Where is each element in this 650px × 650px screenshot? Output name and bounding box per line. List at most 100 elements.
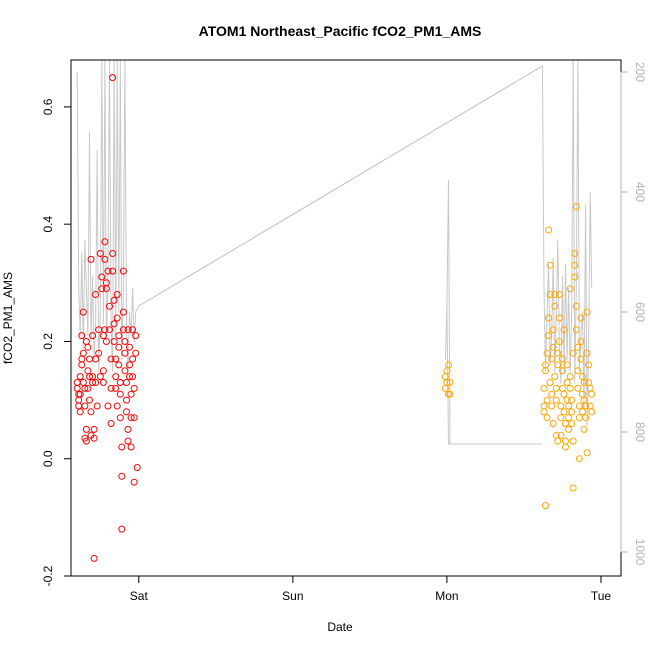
data-point-orange [545,314,553,322]
data-point-orange [546,261,554,269]
data-point-orange [446,379,454,386]
data-point-orange [563,379,571,386]
x-tick-label: Sun [282,589,303,603]
y2-tick-label: 400 [633,182,647,202]
data-point-orange [583,308,591,316]
data-point-orange [443,379,451,386]
data-point-red [99,332,107,340]
data-point-red [115,361,123,369]
data-point-orange [562,443,569,451]
data-point-red [126,343,133,351]
data-point-orange [574,367,582,375]
data-point-orange [575,414,583,422]
data-point-orange [568,420,576,427]
data-point-red [96,373,104,381]
data-point-red [116,379,124,386]
data-point-orange [552,384,560,392]
data-point-red [78,361,86,369]
data-point-red [124,437,132,445]
data-point-orange [543,396,551,404]
data-point-orange [445,361,452,369]
data-point-orange [569,437,577,445]
data-point-orange [555,314,563,322]
data-point-red [92,379,100,386]
data-point-orange [545,332,553,340]
data-point-red [116,414,124,422]
data-point-orange [549,326,557,334]
data-point-red [116,390,124,398]
chart-title: ATOM1 Northeast_Pacific fCO2_PM1_AMS [199,23,482,39]
data-point-orange [545,226,553,234]
data-point-orange [572,302,580,310]
data-point-orange [549,420,557,427]
data-point-red [84,384,92,392]
data-point-red [102,279,110,287]
data-point-red [90,434,98,442]
data-point-orange [562,420,569,427]
data-point-red [73,384,81,392]
data-point-orange [548,390,556,398]
data-point-orange [566,285,574,293]
data-point-red [112,384,120,392]
data-point-orange [585,361,593,369]
data-point-red [81,402,89,410]
data-point-orange [568,396,576,404]
data-point-red [86,396,93,404]
data-point-red [129,326,137,334]
data-point-red [109,250,117,257]
y-tick-label: 0.2 [41,333,55,350]
data-point-orange [569,349,577,357]
data-point-red [82,425,90,433]
data-point-orange [565,414,573,422]
data-point-red [107,420,115,427]
data-point-orange [562,437,569,445]
data-point-orange [571,250,579,257]
y-tick-label: -0.2 [41,565,55,586]
data-point-red [132,349,140,357]
data-point-orange [577,314,585,322]
data-point-orange [582,402,590,410]
data-point-orange [563,361,571,369]
data-point-orange [555,338,563,345]
data-point-red [110,320,118,328]
data-point-orange [559,384,566,392]
data-point-red [81,384,89,392]
data-point-red [89,373,97,381]
data-point-red [123,379,130,386]
data-point-orange [580,379,588,386]
data-point-red [118,525,126,533]
data-point-orange [577,338,585,345]
line-series [76,59,593,427]
data-point-red [79,308,87,316]
data-point-red [106,302,113,310]
x-axis-label: Date [327,620,353,634]
data-point-orange [582,414,590,422]
data-point-red [129,373,137,381]
data-point-red [104,267,112,275]
data-point-orange [588,390,596,398]
data-point-red [96,250,104,257]
data-point-red [82,437,90,445]
data-point-orange [572,203,580,211]
data-point-orange [551,373,559,381]
data-point-orange [551,302,559,310]
data-point-orange [559,367,566,375]
data-point-orange [574,343,582,351]
data-point-orange [542,502,549,510]
data-point-orange [568,408,576,416]
data-point-red [121,338,129,345]
data-point-red [112,373,120,381]
data-point-red [79,379,87,386]
data-point-red [75,402,83,410]
line-series-layer [76,59,593,445]
data-point-red [76,408,84,416]
data-point-red [115,332,123,340]
data-point-orange [555,291,563,298]
data-point-orange [540,408,548,416]
y-tick-label: 0.0 [41,450,55,467]
data-point-red [78,355,86,363]
data-point-orange [565,425,573,433]
data-point-red [118,472,126,480]
data-point-red [87,255,95,263]
data-point-red [130,384,138,392]
